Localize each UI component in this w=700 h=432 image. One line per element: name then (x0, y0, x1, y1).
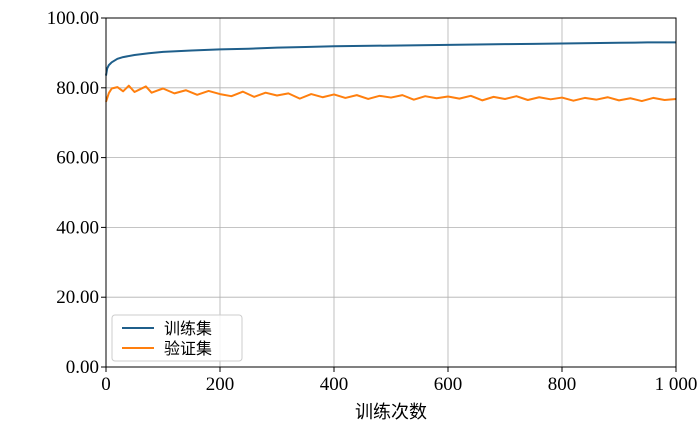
x-axis-title: 训练次数 (355, 402, 427, 423)
series-lines (105, 41, 677, 103)
axis-ticks: 0 200 400 600 800 1 000 0.00 20.00 40.00 60.00 80.… (47, 8, 698, 395)
x-tick-label: 1 000 (655, 374, 698, 395)
plot-frame (105, 17, 677, 368)
x-tick-label: 200 (206, 374, 235, 395)
series-line-1 (105, 84, 677, 103)
legend-label: 验证集 (164, 339, 212, 358)
series-line-0 (105, 41, 676, 76)
x-tick-label: 400 (320, 374, 349, 395)
x-tick-label: 600 (434, 374, 463, 395)
legend-label: 训练集 (164, 319, 212, 338)
y-tick-label: 60.00 (56, 148, 99, 169)
x-tick-label: 0 (101, 374, 111, 395)
x-tick-label: 800 (548, 374, 577, 395)
y-tick-label: 40.00 (56, 217, 99, 238)
y-tick-label: 100.00 (47, 8, 99, 29)
y-tick-label: 80.00 (56, 78, 99, 99)
legend-box (111, 314, 243, 362)
y-tick-label: 20.00 (56, 287, 99, 308)
y-tick-label: 0.00 (66, 357, 99, 378)
